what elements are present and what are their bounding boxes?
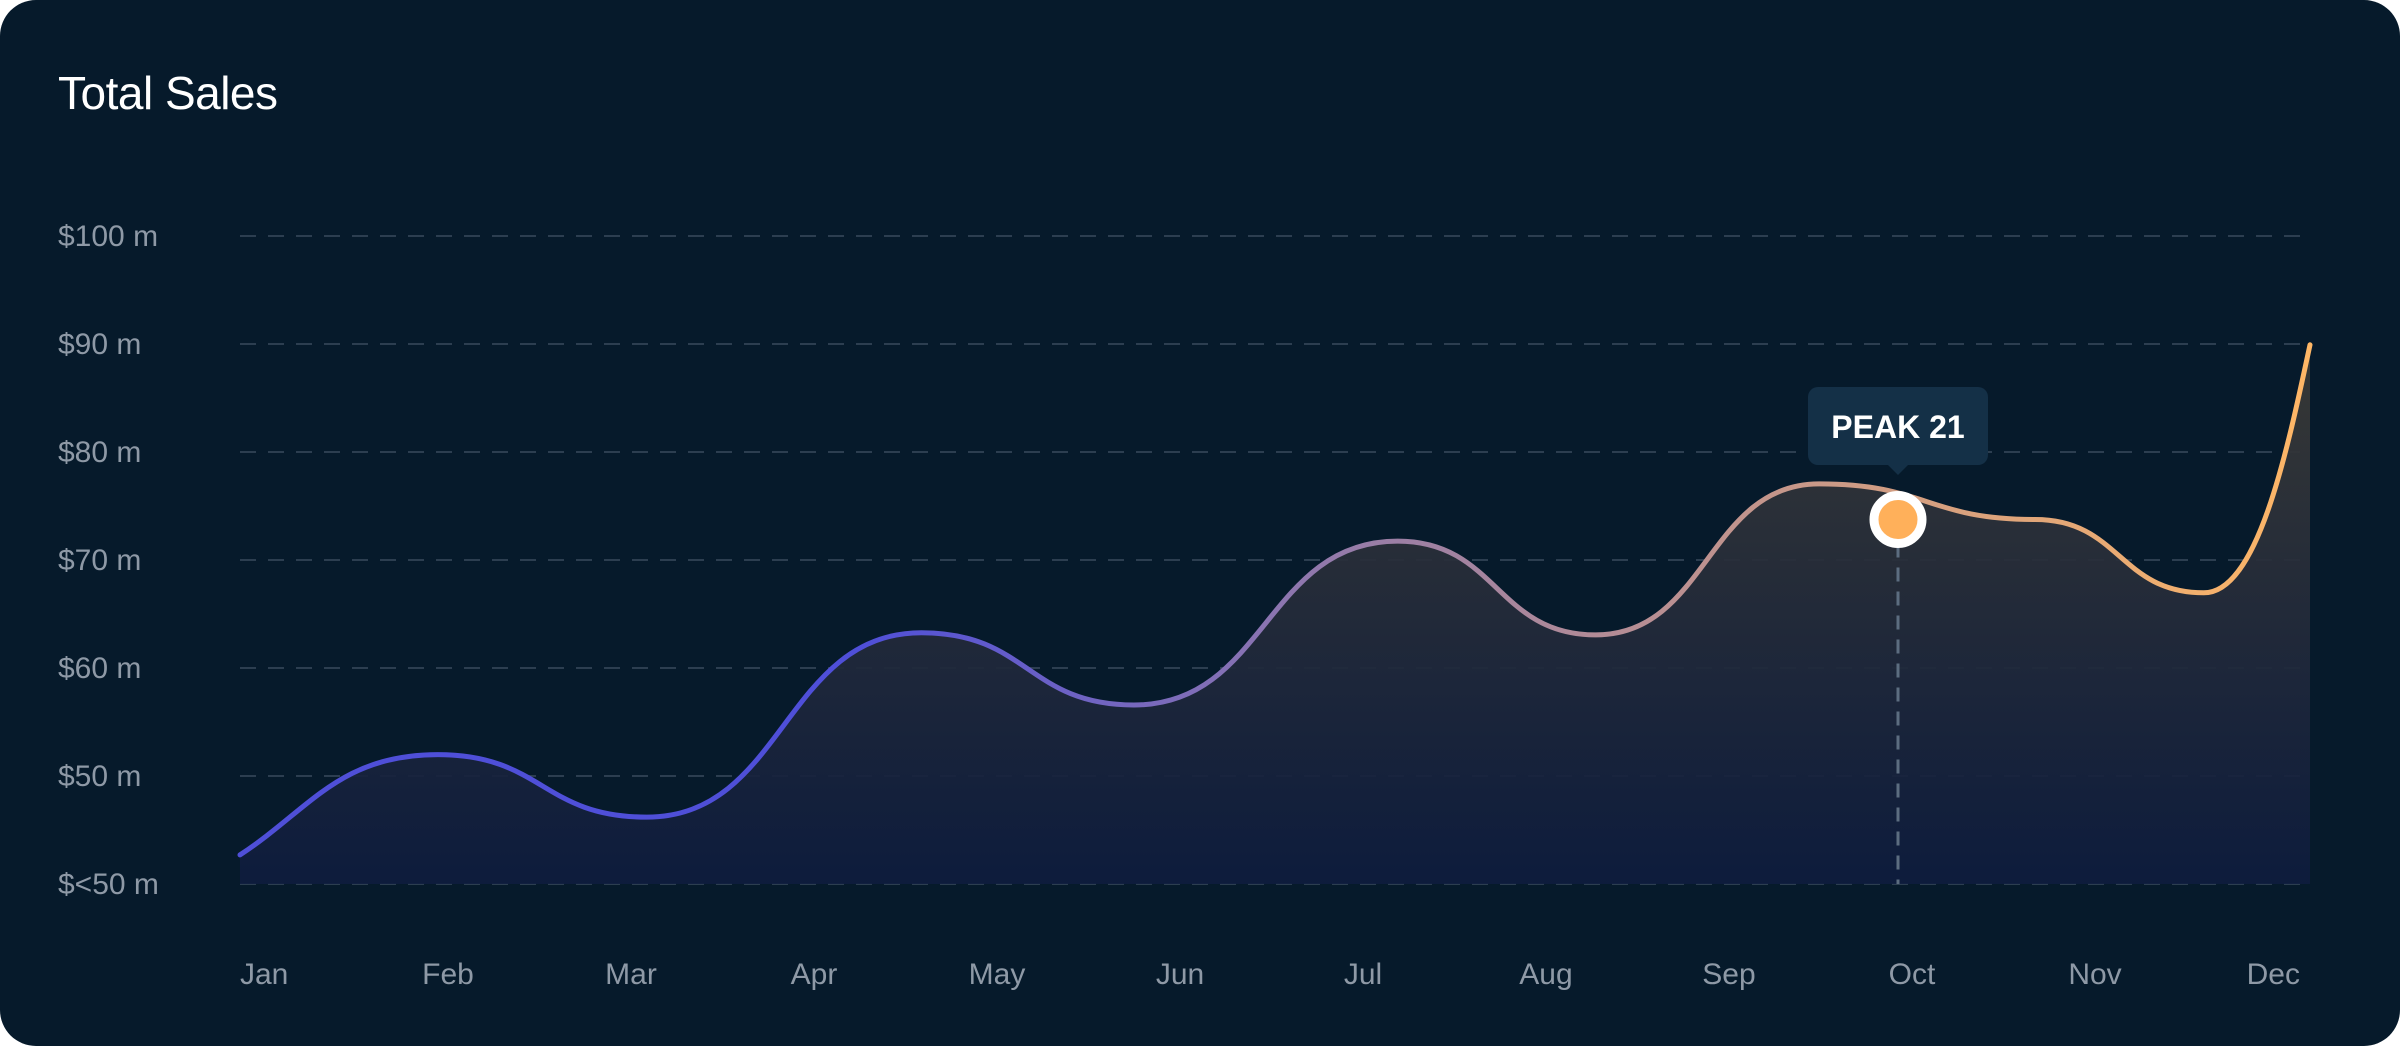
y-tick-label: $100 m bbox=[58, 220, 158, 253]
x-tick-label: Jun bbox=[1156, 958, 1204, 991]
y-tick-label: $50 m bbox=[58, 760, 141, 793]
x-tick-label: May bbox=[969, 958, 1026, 991]
y-tick-label: $90 m bbox=[58, 328, 141, 361]
x-tick-label: Nov bbox=[2068, 958, 2121, 991]
x-tick-label: Feb bbox=[422, 958, 474, 991]
x-tick-label: Oct bbox=[1889, 958, 1936, 991]
x-tick-label: Jul bbox=[1344, 958, 1382, 991]
chart-title: Total Sales bbox=[58, 67, 278, 119]
peak-tooltip: PEAK 21 bbox=[1808, 387, 1988, 475]
x-tick-label: Jan bbox=[240, 958, 288, 991]
x-tick-label: Aug bbox=[1519, 958, 1572, 991]
y-tick-label: $80 m bbox=[58, 436, 141, 469]
x-tick-label: Sep bbox=[1702, 958, 1755, 991]
y-tick-label: $60 m bbox=[58, 652, 141, 685]
y-tick-label: $<50 m bbox=[58, 868, 159, 901]
y-axis: $<50 m $50 m $60 m $70 m $80 m $90 m $100 m bbox=[58, 220, 159, 901]
tooltip-label: PEAK 21 bbox=[1831, 409, 1964, 445]
sales-line bbox=[237, 342, 2313, 858]
y-tick-label: $70 m bbox=[58, 544, 141, 577]
tooltip-background bbox=[1808, 387, 1988, 465]
peak-marker[interactable] bbox=[1869, 491, 1927, 549]
x-tick-label: Mar bbox=[605, 958, 657, 991]
x-tick-label: Apr bbox=[791, 958, 838, 991]
x-axis: Jan Feb Mar Apr May Jun Jul Aug Sep Oct Nov Dec bbox=[240, 958, 2300, 991]
tooltip-pointer bbox=[1888, 465, 1908, 475]
x-tick-label: Dec bbox=[2247, 958, 2300, 991]
